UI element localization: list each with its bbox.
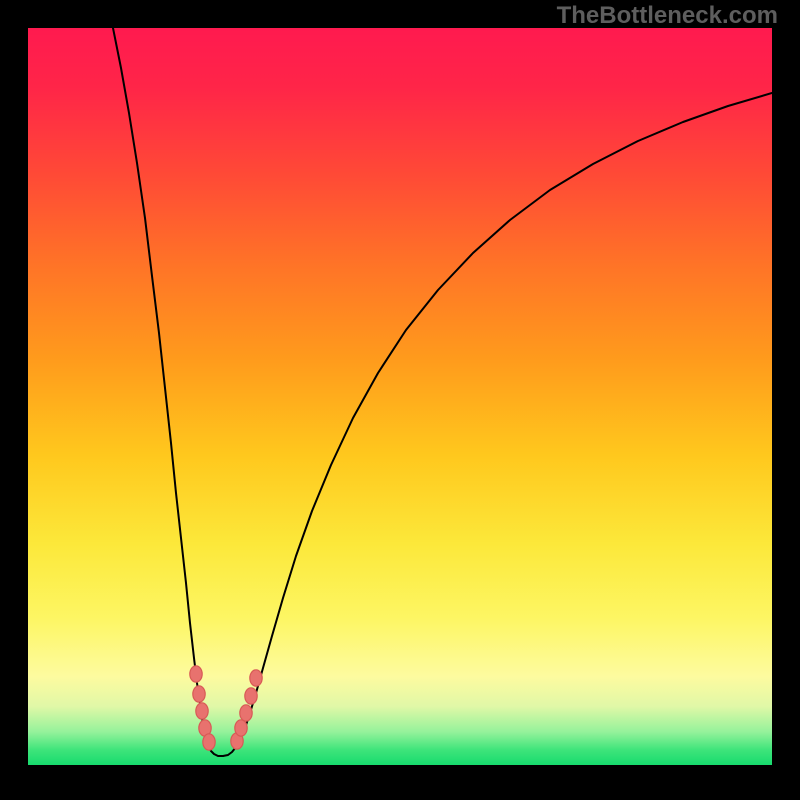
valley-marker (245, 688, 257, 704)
valley-marker (240, 705, 252, 721)
valley-marker (235, 720, 247, 736)
valley-marker (203, 734, 215, 750)
bottleneck-curve-plot (28, 28, 772, 765)
valley-marker (196, 703, 208, 719)
outer-frame (0, 0, 800, 800)
watermark-text: TheBottleneck.com (557, 2, 778, 30)
valley-marker (193, 686, 205, 702)
valley-marker (190, 666, 202, 682)
valley-marker (250, 670, 262, 686)
gradient-background (28, 28, 772, 765)
